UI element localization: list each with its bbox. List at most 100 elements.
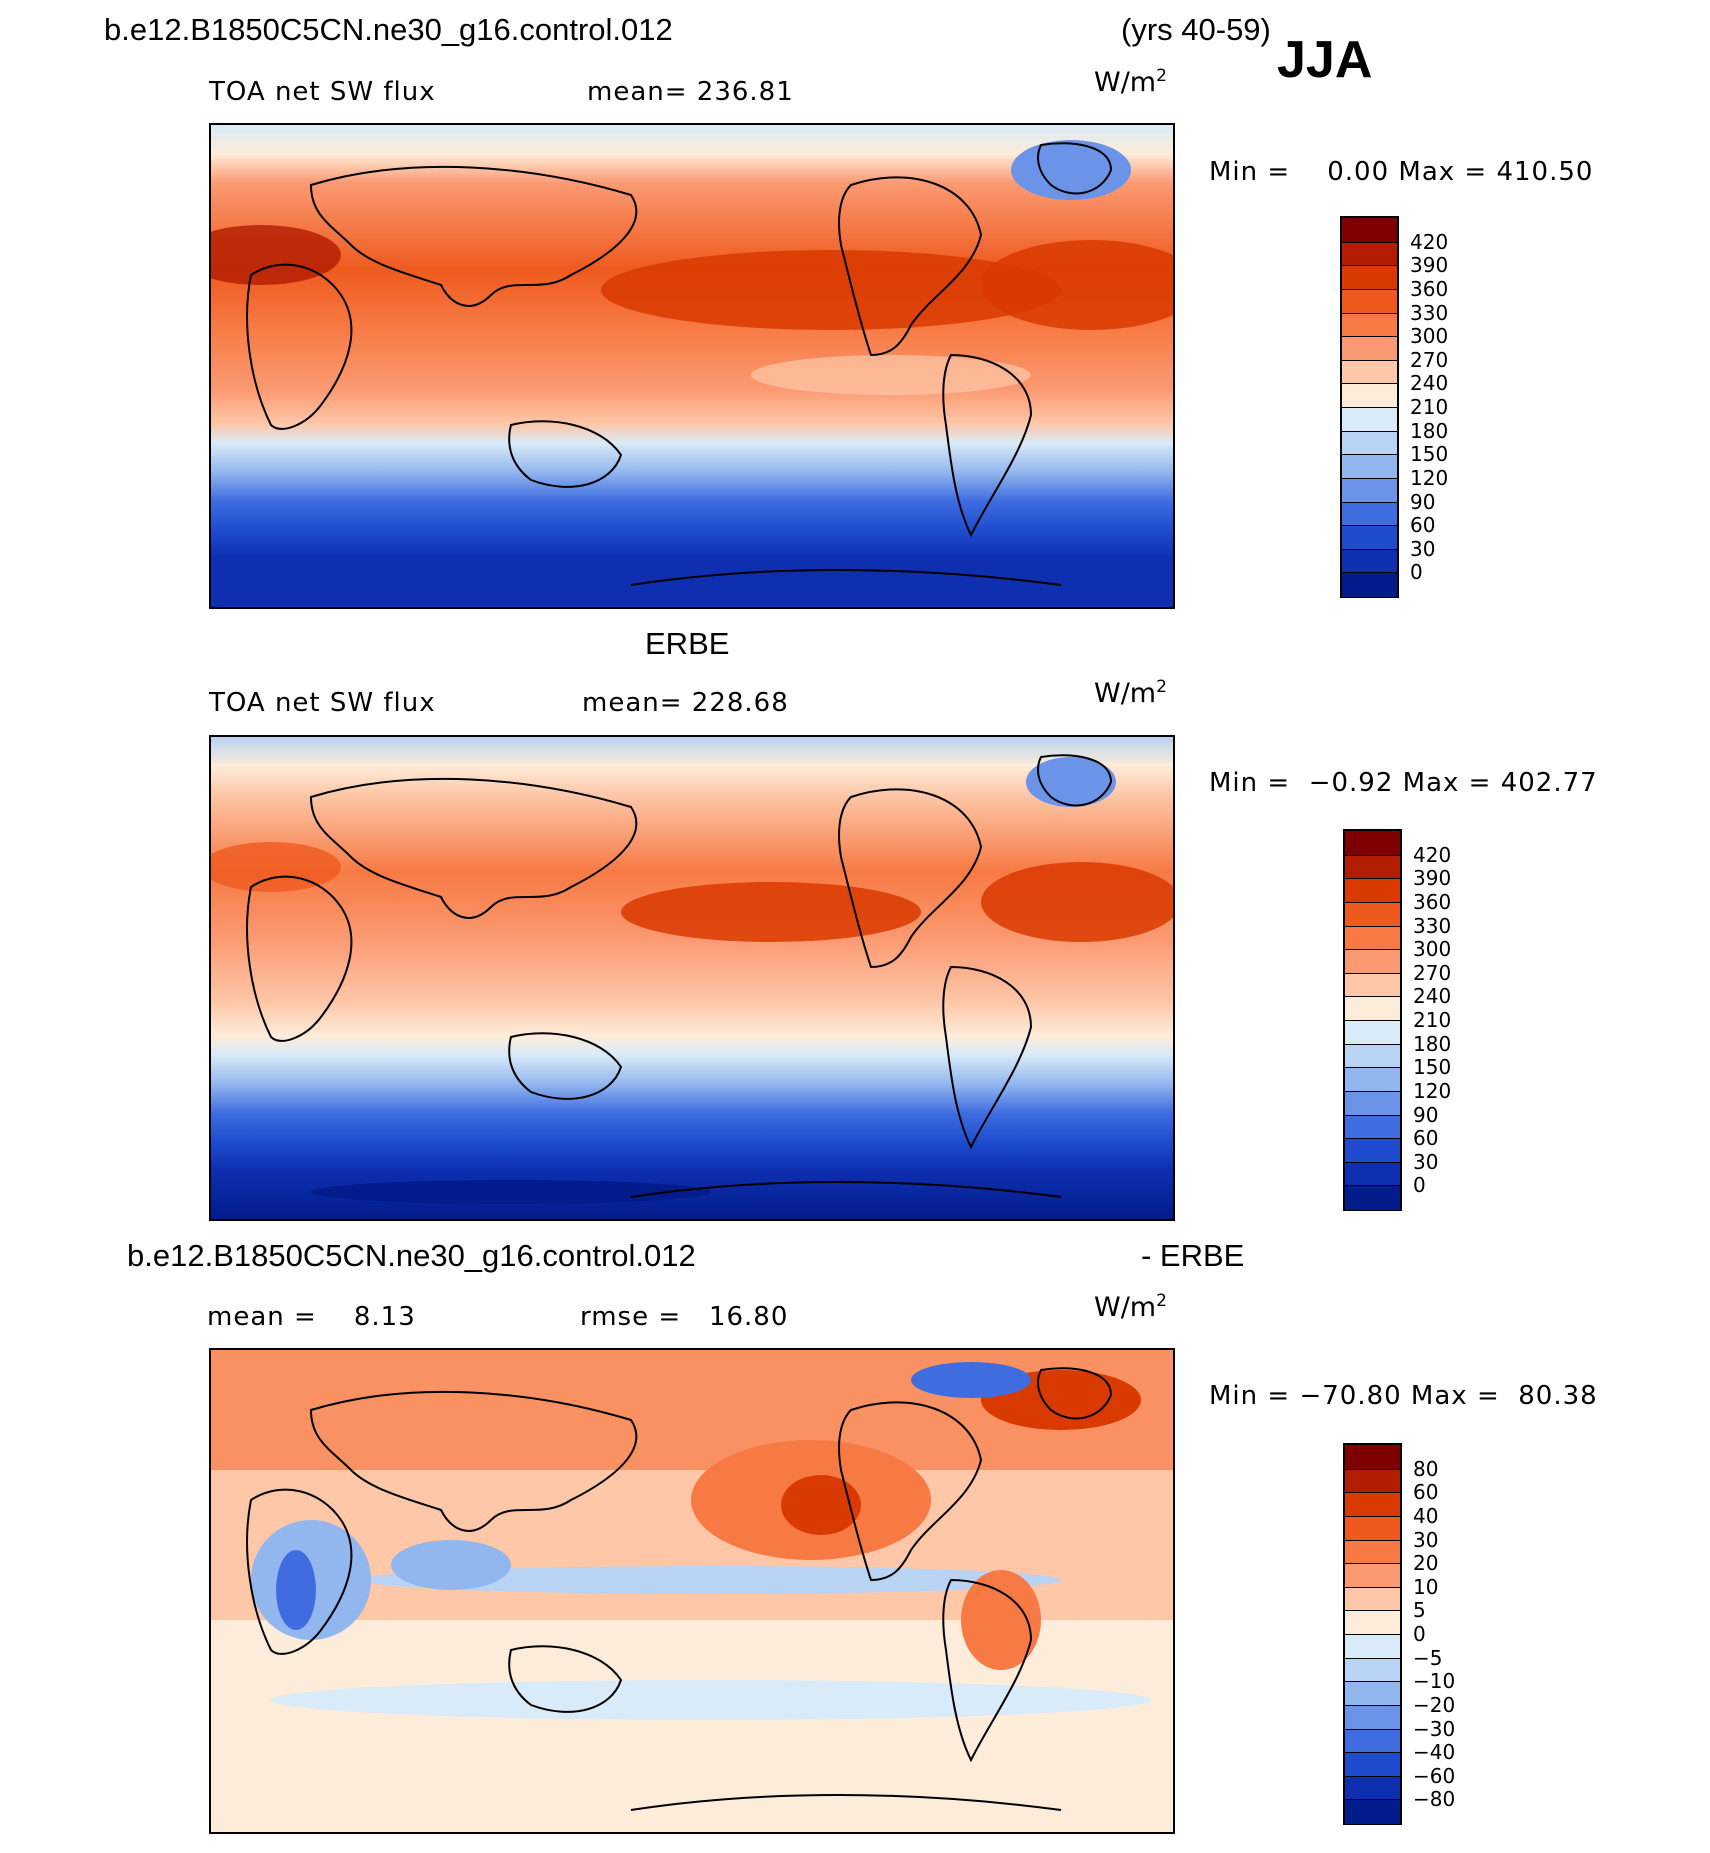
colorbar-tick-label: 60 — [1413, 1126, 1439, 1151]
colorbar-tick-label: −80 — [1413, 1787, 1456, 1812]
colorbar-tick-label: 210 — [1410, 395, 1449, 419]
colorbar-cell — [1342, 288, 1397, 314]
colorbar-tick-label: 5 — [1413, 1598, 1426, 1623]
colorbar-cell — [1342, 241, 1397, 267]
colorbar-tick-label: 10 — [1413, 1574, 1439, 1599]
colorbar-tick-label: 240 — [1413, 984, 1452, 1009]
colorbar-cell — [1345, 831, 1400, 855]
colorbar-cell — [1342, 525, 1397, 550]
colorbar-tick-label: 0 — [1413, 1622, 1426, 1646]
panel1-minmax: Min = 0.00 Max = 410.50 — [1209, 157, 1594, 187]
panel3-minmax: Min = −70.80 Max = 80.38 — [1209, 1381, 1598, 1411]
colorbar-cell — [1345, 1043, 1400, 1069]
colorbar-cell — [1342, 454, 1397, 479]
panel2-field-label: TOA net SW flux — [209, 688, 436, 718]
colorbar-cell — [1345, 1114, 1400, 1140]
colorbar-tick-label: 270 — [1413, 960, 1452, 985]
colorbar-tick-label: −20 — [1413, 1692, 1456, 1717]
panel2-units: W/m2 — [1094, 677, 1167, 709]
colorbar-tick-label: 60 — [1410, 513, 1436, 538]
colorbar-cell — [1342, 548, 1397, 574]
colorbar-tick-label: 300 — [1413, 937, 1452, 962]
colorbar-cell — [1345, 1090, 1400, 1116]
colorbar-tick-label: 330 — [1413, 913, 1452, 938]
colorbar-tick-label: 390 — [1413, 866, 1452, 891]
colorbar-tick-label: 30 — [1410, 536, 1436, 561]
colorbar-cell — [1342, 265, 1397, 290]
panel3-map-field — [211, 1350, 1173, 1832]
colorbar-tick-label: −30 — [1413, 1716, 1456, 1741]
colorbar-tick-label: 360 — [1413, 889, 1452, 914]
colorbar-cell — [1345, 1161, 1400, 1187]
colorbar-cell — [1345, 925, 1400, 951]
colorbar-cell — [1345, 1515, 1400, 1541]
colorbar-cell — [1342, 477, 1397, 503]
panel3-mean-label: mean = 8.13 — [207, 1302, 416, 1332]
panel3-map — [209, 1348, 1175, 1834]
colorbar-cell — [1345, 1539, 1400, 1565]
colorbar-cell — [1342, 359, 1397, 385]
panel1-map-field — [211, 125, 1173, 607]
colorbar-tick-label: 150 — [1413, 1055, 1452, 1080]
colorbar-tick-label: 420 — [1413, 842, 1452, 867]
panel2-coastlines — [246, 754, 1113, 1198]
panel1-colorbar — [1340, 216, 1399, 598]
panel3-title-left: b.e12.B1850C5CN.ne30_g16.control.012 — [127, 1238, 696, 1273]
colorbar-cell — [1345, 1634, 1400, 1659]
years-label: (yrs 40-59) — [1121, 12, 1271, 47]
colorbar-tick-label: 390 — [1410, 253, 1449, 278]
colorbar-tick-label: −5 — [1413, 1645, 1443, 1670]
panel1-units: W/m2 — [1094, 66, 1167, 98]
colorbar-cell — [1345, 1492, 1400, 1517]
panel1-coastlines — [246, 142, 1113, 586]
colorbar-tick-label: 30 — [1413, 1527, 1439, 1552]
panel3-coastlines — [246, 1367, 1113, 1811]
colorbar-cell — [1342, 572, 1397, 597]
colorbar-cell — [1345, 854, 1400, 880]
panel2-title: ERBE — [645, 626, 730, 661]
panel2-map-field — [211, 737, 1173, 1219]
colorbar-cell — [1345, 1728, 1400, 1754]
season-label: JJA — [1277, 31, 1373, 89]
colorbar-cell — [1345, 1610, 1400, 1635]
colorbar-cell — [1342, 383, 1397, 408]
panel3-rmse-label: rmse = 16.80 — [580, 1302, 789, 1332]
colorbar-tick-label: 20 — [1413, 1551, 1439, 1576]
colorbar-tick-label: 180 — [1410, 418, 1449, 443]
colorbar-tick-label: 120 — [1413, 1078, 1452, 1103]
case-title: b.e12.B1850C5CN.ne30_g16.control.012 — [104, 12, 673, 47]
colorbar-cell — [1345, 1138, 1400, 1163]
colorbar-tick-label: 330 — [1410, 300, 1449, 325]
colorbar-cell — [1345, 996, 1400, 1021]
colorbar-cell — [1345, 1657, 1400, 1683]
colorbar-tick-label: 300 — [1410, 324, 1449, 349]
colorbar-cell — [1345, 1681, 1400, 1706]
panel3-units: W/m2 — [1094, 1291, 1167, 1323]
colorbar-cell — [1345, 1067, 1400, 1092]
colorbar-cell — [1345, 1704, 1400, 1730]
colorbar-tick-label: −40 — [1413, 1740, 1456, 1765]
panel2-colorbar — [1343, 829, 1402, 1211]
colorbar-tick-label: 90 — [1413, 1102, 1439, 1127]
panel2-map — [209, 735, 1175, 1221]
colorbar-tick-label: 360 — [1410, 276, 1449, 301]
colorbar-cell — [1345, 1752, 1400, 1777]
colorbar-tick-label: 0 — [1413, 1173, 1426, 1198]
colorbar-tick-label: 0 — [1410, 560, 1423, 585]
panel3-title-right: - ERBE — [1141, 1238, 1245, 1273]
panel1-mean-label: mean= 236.81 — [587, 77, 794, 107]
colorbar-cell — [1345, 949, 1400, 974]
colorbar-tick-label: −60 — [1413, 1763, 1456, 1788]
colorbar-cell — [1345, 1185, 1400, 1210]
colorbar-cell — [1345, 1020, 1400, 1045]
colorbar-cell — [1345, 1775, 1400, 1801]
colorbar-tick-label: 40 — [1413, 1503, 1439, 1528]
colorbar-tick-label: 180 — [1413, 1031, 1452, 1056]
colorbar-tick-label: 420 — [1410, 229, 1449, 254]
colorbar-tick-label: 30 — [1413, 1149, 1439, 1174]
colorbar-cell — [1345, 878, 1400, 903]
colorbar-cell — [1342, 336, 1397, 361]
panel2-minmax: Min = −0.92 Max = 402.77 — [1209, 768, 1598, 798]
colorbar-cell — [1345, 1799, 1400, 1824]
panel1-map — [209, 123, 1175, 609]
